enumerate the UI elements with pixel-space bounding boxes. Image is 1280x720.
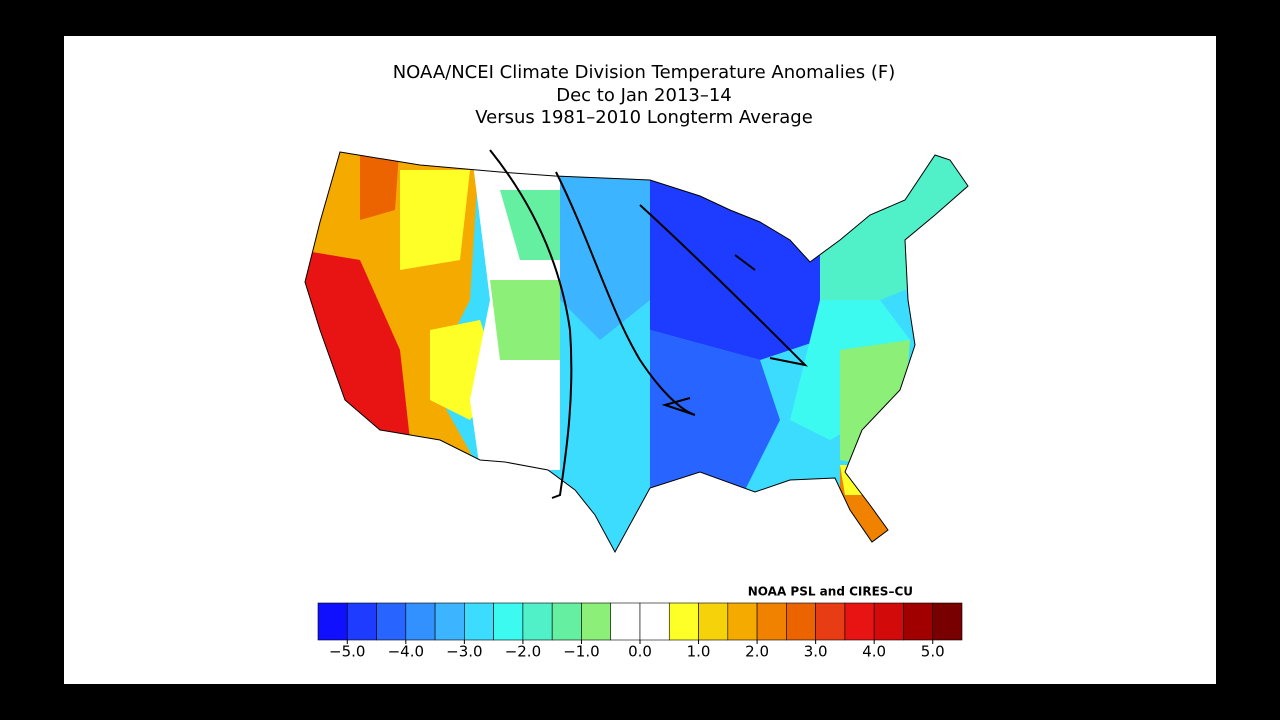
- us-outline: [304, 151, 969, 554]
- color-swatch: [405, 602, 436, 641]
- tick-label: −3.0: [446, 643, 482, 661]
- color-swatch: [756, 602, 787, 641]
- color-swatch: [317, 602, 348, 641]
- tick-label: 5.0: [921, 643, 945, 661]
- color-swatch: [903, 602, 934, 641]
- color-swatch: [932, 602, 963, 641]
- color-swatch: [668, 602, 699, 641]
- color-swatch: [551, 602, 582, 641]
- tick-label: −1.0: [563, 643, 599, 661]
- colorbar: −5.0 −4.0 −3.0 −2.0 −1.0 0.0 1.0 2.0 3.0 4.0 5.0: [317, 602, 963, 661]
- color-swatch: [346, 602, 377, 641]
- tick-label: −5.0: [329, 643, 365, 661]
- tick-label: 4.0: [862, 643, 886, 661]
- tick-label: −4.0: [388, 643, 424, 661]
- color-swatch: [844, 602, 875, 641]
- title-line: NOAA/NCEI Climate Division Temperature A…: [393, 62, 896, 83]
- color-swatch: [639, 602, 670, 641]
- color-swatch: [727, 602, 758, 641]
- title-line: Dec to Jan 2013–14: [556, 85, 732, 106]
- color-swatch: [522, 602, 553, 641]
- tick-label: 3.0: [804, 643, 828, 661]
- tick-label: 2.0: [745, 643, 769, 661]
- color-swatch: [464, 602, 494, 641]
- annotation-strokes: [489, 149, 809, 499]
- color-swatch: [873, 602, 904, 641]
- color-swatch: [493, 602, 524, 641]
- color-swatch: [815, 602, 846, 641]
- color-swatch: [581, 602, 612, 641]
- tick-label: 1.0: [687, 643, 711, 661]
- color-swatch: [610, 602, 641, 641]
- title-line: Versus 1981–2010 Longterm Average: [475, 107, 813, 128]
- tick-label: −2.0: [505, 643, 541, 661]
- credit: NOAA PSL and CIRES–CU: [748, 585, 913, 599]
- tick-label: 0.0: [628, 643, 652, 661]
- color-swatch: [786, 602, 816, 641]
- color-swatch: [698, 602, 729, 641]
- color-swatch: [434, 602, 465, 641]
- color-swatch: [376, 602, 407, 641]
